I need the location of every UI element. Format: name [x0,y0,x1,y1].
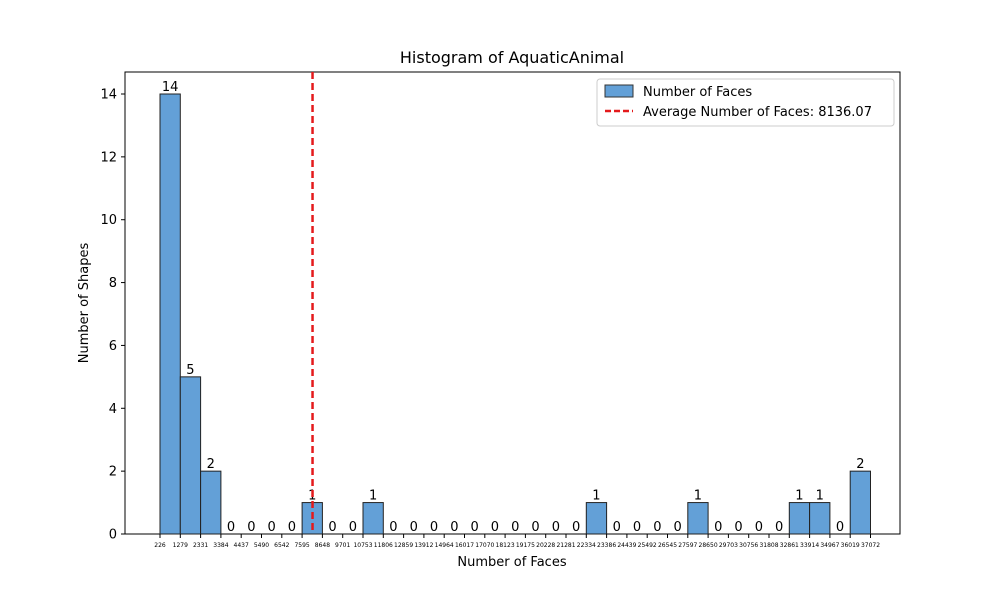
bar-count-label: 1 [369,489,377,504]
legend-entry-average: Average Number of Faces: 8136.07 [643,105,872,120]
bar-count-label: 0 [491,520,499,535]
bar-count-label: 0 [633,520,641,535]
histogram-bar [585,502,608,535]
y-tick-label: 4 [109,402,117,417]
x-tick-label: 9701 [335,542,350,549]
bar-count-label: 0 [430,520,438,535]
x-tick-label: 31808 [759,542,778,549]
histogram-bar [159,93,181,535]
x-tick-label: 30756 [739,542,758,549]
bar-count-label: 0 [552,520,560,535]
x-tick-label: 18123 [496,542,515,549]
y-tick-label: 10 [100,213,117,228]
x-tick-label: 21281 [556,542,575,549]
bar-count-label: 1 [694,489,702,504]
bar-count-label: 0 [471,520,479,535]
x-tick-label: 19175 [516,542,535,549]
y-tick-label: 6 [109,339,117,354]
histogram-bar [200,470,222,535]
x-tick-label: 34967 [820,542,839,549]
y-tick-label: 12 [100,150,117,165]
x-tick-label: 29703 [719,542,738,549]
histogram-bar [809,502,831,535]
histogram-bar [849,470,872,535]
bar-count-label: 0 [734,520,742,535]
x-tick-label: 16017 [455,542,474,549]
bar-count-label: 0 [613,520,621,535]
bar-count-label: 0 [247,520,255,535]
x-tick-label: 32861 [780,542,799,549]
x-tick-label: 20228 [536,542,555,549]
bar-count-label: 1 [592,489,600,504]
x-tick-label: 6542 [274,542,289,549]
x-tick-label: 37072 [861,542,880,549]
histogram-bar [179,376,202,535]
bar-count-label: 0 [572,520,580,535]
bar-count-label: 0 [531,520,539,535]
x-tick-label: 2331 [193,542,208,549]
y-tick-label: 2 [109,465,117,480]
axes-frame [124,71,901,535]
x-tick-label: 22334 [577,542,596,549]
x-tick-label: 26545 [658,542,677,549]
x-tick-label: 11806 [374,542,393,549]
bar-count-label: 0 [450,520,458,535]
x-tick-label: 8648 [315,542,330,549]
bar-count-label: 1 [795,489,803,504]
bar-count-label: 0 [410,520,418,535]
bar-count-label: 2 [207,457,215,472]
x-tick-label: 226 [154,542,166,549]
legend-box [596,78,895,127]
y-tick-label: 14 [100,88,117,103]
x-tick-label: 17070 [475,542,494,549]
histogram-bar [687,502,709,535]
chart-title: Histogram of AquaticAnimal [400,48,624,67]
x-tick-label: 24439 [617,542,636,549]
legend-swatch-bars [604,84,634,98]
bar-count-label: 0 [653,520,661,535]
bar-count-label: 14 [162,80,179,95]
bar-count-label: 0 [755,520,763,535]
bar-count-label: 0 [775,520,783,535]
x-tick-label: 36019 [841,542,860,549]
legend-entry-bars: Number of Faces [643,85,752,100]
y-tick-label: 0 [109,528,117,543]
bar-count-label: 0 [836,520,844,535]
x-tick-label: 28650 [699,542,718,549]
x-tick-label: 14964 [435,542,454,549]
x-tick-label: 13912 [414,542,433,549]
bar-count-label: 2 [856,457,864,472]
x-tick-label: 23386 [597,542,616,549]
x-tick-label: 5490 [254,542,269,549]
legend: Number of Faces Average Number of Faces:… [596,78,895,127]
bar-count-label: 0 [268,520,276,535]
y-tick-label: 8 [109,276,117,291]
x-tick-label: 27597 [678,542,697,549]
x-tick-label: 3384 [213,542,228,549]
bar-count-label: 0 [714,520,722,535]
x-axis-label: Number of Faces [457,555,566,570]
bar-count-label: 0 [227,520,235,535]
bar-count-label: 5 [186,363,194,378]
y-axis-label: Number of Shapes [77,243,92,364]
x-tick-label: 10753 [353,542,372,549]
bar-count-label: 0 [511,520,519,535]
histogram-bar [788,502,811,535]
x-tick-label: 25492 [638,542,657,549]
histogram-bar [362,502,384,535]
plot-area: 0246810121414520000100100000000001000010… [100,71,901,549]
x-tick-label: 1279 [173,542,188,549]
bar-count-label: 0 [389,520,397,535]
x-tick-label: 7595 [294,542,309,549]
bar-count-label: 0 [288,520,296,535]
x-tick-label: 4437 [234,542,249,549]
bar-count-label: 0 [328,520,336,535]
bar-count-label: 0 [674,520,682,535]
bar-count-label: 0 [349,520,357,535]
x-tick-label: 33914 [800,542,819,549]
bar-count-label: 1 [816,489,824,504]
x-tick-label: 12859 [394,542,413,549]
